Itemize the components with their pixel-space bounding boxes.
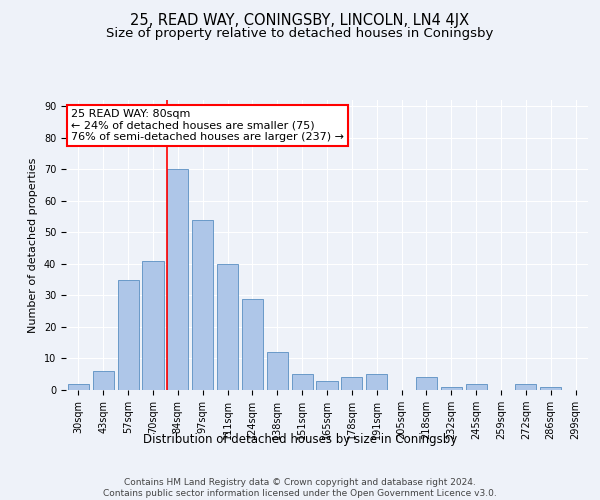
- Bar: [292, 374, 313, 390]
- Bar: [515, 384, 536, 390]
- Bar: [167, 170, 188, 390]
- Bar: [242, 298, 263, 390]
- Bar: [316, 380, 338, 390]
- Bar: [217, 264, 238, 390]
- Bar: [540, 387, 561, 390]
- Bar: [192, 220, 213, 390]
- Bar: [68, 384, 89, 390]
- Text: Size of property relative to detached houses in Coningsby: Size of property relative to detached ho…: [106, 28, 494, 40]
- Text: 25, READ WAY, CONINGSBY, LINCOLN, LN4 4JX: 25, READ WAY, CONINGSBY, LINCOLN, LN4 4J…: [130, 12, 470, 28]
- Bar: [441, 387, 462, 390]
- Bar: [267, 352, 288, 390]
- Text: Contains HM Land Registry data © Crown copyright and database right 2024.
Contai: Contains HM Land Registry data © Crown c…: [103, 478, 497, 498]
- Bar: [466, 384, 487, 390]
- Text: Distribution of detached houses by size in Coningsby: Distribution of detached houses by size …: [143, 432, 457, 446]
- Y-axis label: Number of detached properties: Number of detached properties: [28, 158, 38, 332]
- Bar: [341, 378, 362, 390]
- Bar: [118, 280, 139, 390]
- Text: 25 READ WAY: 80sqm
← 24% of detached houses are smaller (75)
76% of semi-detache: 25 READ WAY: 80sqm ← 24% of detached hou…: [71, 108, 344, 142]
- Bar: [416, 378, 437, 390]
- Bar: [93, 371, 114, 390]
- Bar: [366, 374, 387, 390]
- Bar: [142, 261, 164, 390]
